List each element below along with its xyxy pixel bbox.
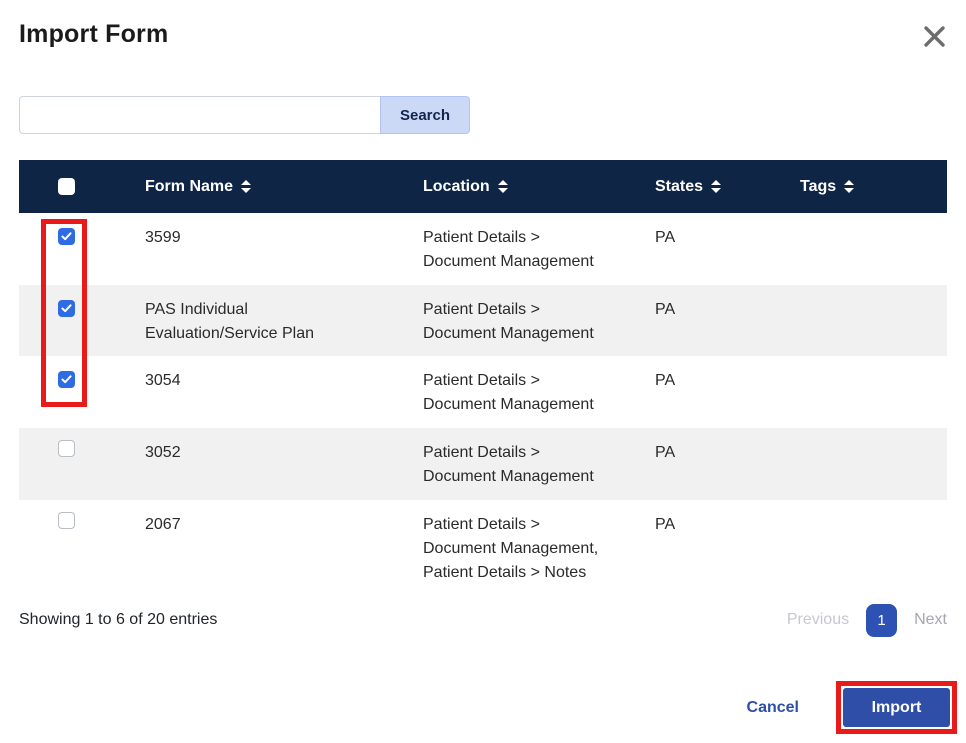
- column-header-form-name[interactable]: Form Name: [125, 178, 403, 196]
- location-cell: Patient Details > Document Management: [423, 444, 594, 485]
- row-checkbox-cell: [19, 285, 125, 356]
- form-name-cell: 3054: [145, 372, 181, 389]
- tags-cell: [780, 285, 947, 356]
- select-all-checkbox[interactable]: [58, 178, 75, 195]
- column-header-location[interactable]: Location: [403, 178, 635, 196]
- select-all-header-cell: [19, 178, 125, 195]
- column-header-tags[interactable]: Tags: [780, 178, 947, 196]
- location-cell: Patient Details > Document Management: [423, 229, 594, 270]
- sort-icon: [711, 180, 722, 193]
- pagination-previous[interactable]: Previous: [786, 611, 850, 628]
- table-header-row: Form Name Location States Tags: [19, 160, 947, 213]
- row-checkbox[interactable]: [58, 440, 75, 457]
- pagination: Previous 1 Next: [786, 603, 947, 637]
- table-row: 3052 Patient Details > Document Manageme…: [19, 428, 947, 500]
- column-header-label: States: [655, 177, 704, 195]
- location-cell: Patient Details > Document Management: [423, 301, 594, 342]
- location-cell: Patient Details > Document Management: [423, 372, 594, 413]
- search-button[interactable]: Search: [380, 96, 470, 134]
- column-header-states[interactable]: States: [635, 178, 780, 196]
- sort-icon: [497, 180, 508, 193]
- showing-entries-text: Showing 1 to 6 of 20 entries: [19, 611, 218, 628]
- row-checkbox-cell: [19, 428, 125, 500]
- table-row: 2067 Patient Details > Document Manageme…: [19, 500, 947, 591]
- tags-cell: [780, 213, 947, 285]
- row-checkbox[interactable]: [58, 228, 75, 245]
- table-row: 3599 Patient Details > Document Manageme…: [19, 213, 947, 285]
- row-checkbox[interactable]: [58, 300, 75, 317]
- sort-icon: [241, 180, 252, 193]
- form-name-cell: 2067: [145, 516, 181, 533]
- form-name-cell: 3052: [145, 444, 181, 461]
- tags-cell: [780, 428, 947, 500]
- states-cell: PA: [655, 301, 676, 318]
- tags-cell: [780, 500, 947, 591]
- close-icon[interactable]: [922, 24, 947, 49]
- forms-table: Form Name Location States Tags 3599 Patient…: [19, 160, 947, 591]
- search-input[interactable]: [19, 96, 381, 134]
- tags-cell: [780, 356, 947, 428]
- pagination-page-current[interactable]: 1: [866, 603, 898, 637]
- search-group: Search: [19, 96, 947, 134]
- column-header-label: Form Name: [145, 177, 234, 195]
- row-checkbox[interactable]: [58, 512, 75, 529]
- pagination-next[interactable]: Next: [914, 611, 947, 628]
- sort-icon: [844, 180, 855, 193]
- table-body: 3599 Patient Details > Document Manageme…: [19, 213, 947, 591]
- form-name-cell: 3599: [145, 229, 181, 246]
- import-button[interactable]: Import: [843, 688, 950, 727]
- row-checkbox-cell: [19, 213, 125, 285]
- column-header-label: Location: [423, 177, 490, 195]
- table-row: 3054 Patient Details > Document Manageme…: [19, 356, 947, 428]
- row-checkbox[interactable]: [58, 371, 75, 388]
- table-footer: Showing 1 to 6 of 20 entries Previous 1 …: [19, 603, 947, 637]
- annotation-rect-import: Import: [836, 681, 957, 734]
- row-checkbox-cell: [19, 500, 125, 591]
- states-cell: PA: [655, 372, 676, 389]
- cancel-button[interactable]: Cancel: [746, 698, 799, 716]
- row-checkbox-cell: [19, 356, 125, 428]
- states-cell: PA: [655, 444, 676, 461]
- location-cell: Patient Details > Document Management, P…: [423, 516, 599, 581]
- modal-header: Import Form: [19, 0, 947, 49]
- table-row: PAS Individual Evaluation/Service Plan P…: [19, 285, 947, 356]
- page-title: Import Form: [19, 20, 169, 48]
- column-header-label: Tags: [800, 177, 837, 195]
- form-name-cell: PAS Individual Evaluation/Service Plan: [145, 301, 314, 342]
- states-cell: PA: [655, 516, 676, 533]
- modal-actions: Cancel Import: [19, 681, 957, 734]
- states-cell: PA: [655, 229, 676, 246]
